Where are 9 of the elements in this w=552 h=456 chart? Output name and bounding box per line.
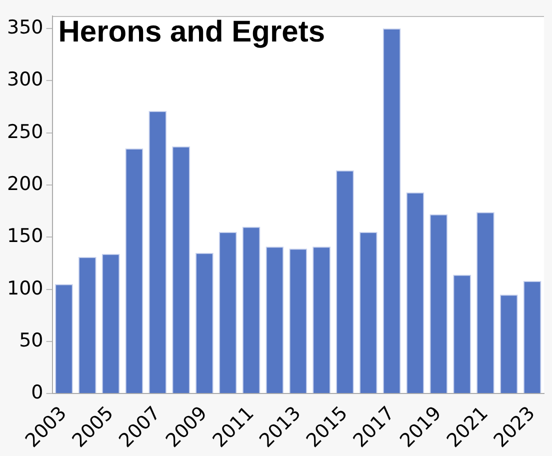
y-tick-label: 250 xyxy=(7,120,44,143)
y-tick-label: 350 xyxy=(7,16,44,38)
y-tick-label: 0 xyxy=(31,382,44,404)
y-tick-label: 300 xyxy=(7,68,44,91)
y-tick-label: 50 xyxy=(19,329,44,352)
chart-title: Herons and Egrets xyxy=(58,15,325,48)
y-tick-label: 100 xyxy=(7,277,44,300)
y-tick-label: 150 xyxy=(7,225,44,248)
y-tick-label: 200 xyxy=(7,172,44,195)
